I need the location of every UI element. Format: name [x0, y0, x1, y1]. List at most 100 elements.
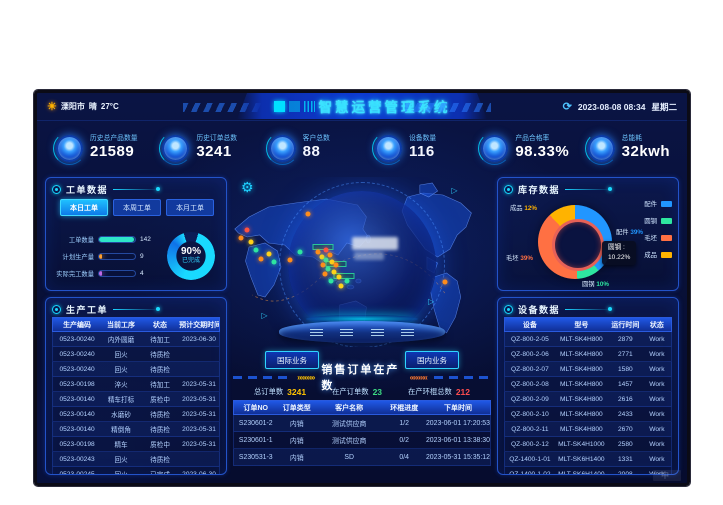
table-row: QZ-800-2-11 MLT-SK4H800 2670 Work — [504, 422, 672, 437]
cell-hours: 2771 — [618, 350, 633, 358]
stat-label: 总订单数 — [253, 386, 284, 396]
arrows-right-icon: »»»»» — [297, 372, 315, 382]
kpi-orb-icon — [478, 131, 512, 165]
orders-table-header: 订单NO 订单类型 客户名称 环棍进度 下单时间 — [233, 400, 491, 415]
cell-status: Work — [649, 440, 665, 448]
gauge-percent: 90% — [180, 246, 201, 258]
work-order-bars: 工单数量 142 计划生产量 9 — [52, 235, 156, 278]
cell-status: 质检中 — [150, 397, 170, 404]
cell-model: MLT-SK4H800 — [559, 395, 603, 403]
cell-order-no: S230601-2 — [238, 419, 273, 427]
panel-title: 设备数据 — [518, 304, 561, 315]
sales-stats: 总订单数 3241 在产订单数 23 在产环棍总数 212 — [233, 385, 491, 398]
header-stripes-left — [183, 103, 269, 112]
table-row: 0523-00240 内外圆磨 待加工 2023-06-30 — [52, 332, 220, 347]
map-marker — [327, 252, 333, 258]
cell-progress: 1/2 — [399, 419, 409, 427]
kpi-orb-icon — [265, 131, 299, 165]
kpi-label: 历史总产品数量 — [90, 135, 138, 143]
table-row: QZ-800-2-07 MLT-SK4H800 1580 Work — [504, 362, 672, 377]
table-row: QZ-1400-1-01 MLT-SK6H1400 1331 Work — [504, 452, 672, 467]
panel-devices: 设备数据 设备 型号 运行时间 状态 QZ-800-2-05 — [497, 297, 679, 475]
table-row: 0523-00243 回火 待质检 — [52, 452, 220, 467]
cell-status: Work — [649, 410, 665, 418]
refresh-icon[interactable]: ⟳ — [562, 101, 572, 113]
cell-device-code: QZ-800-2-11 — [511, 425, 549, 433]
cell-order-no: S230601-1 — [238, 436, 273, 444]
cell-device-code: QZ-800-2-07 — [511, 365, 549, 373]
cell-order-time: 2023-06-01 13:38:30 — [425, 436, 490, 444]
map-marker — [442, 279, 448, 285]
map-marker — [323, 257, 329, 263]
banner-block-icon — [274, 101, 285, 112]
domestic-business-button[interactable]: 国内业务 — [405, 351, 459, 369]
cell-status: 待质检 — [150, 352, 170, 359]
cell-model: MLT-SK4H800 — [559, 380, 603, 388]
gauge-caption: 已完成 — [181, 258, 200, 265]
cell-model: MLT-SK4H1000 — [558, 440, 605, 448]
stat-item: 在产环棍总数 212 — [408, 387, 470, 397]
bar-label: 工单数量 — [68, 236, 94, 244]
panel-bullet-icon — [52, 304, 61, 314]
tab-today[interactable]: 本日工单 — [60, 199, 108, 216]
cell-customer: 测试供应商 — [331, 438, 367, 445]
kpi-orb-icon — [584, 131, 618, 165]
cell-model: MLT-SK6H1400 — [558, 470, 605, 475]
legend-chip — [661, 200, 672, 207]
cell-due: 2023-05-31 — [182, 440, 216, 448]
header-stripes-right — [405, 103, 491, 112]
table-row: 0523-00198 淬火 待加工 2023-05-31 — [52, 377, 220, 392]
table-row: 0523-00140 精车打标 质检中 2023-05-31 — [52, 392, 220, 407]
map-marker — [305, 211, 311, 217]
tab-week[interactable]: 本周工单 — [113, 199, 161, 216]
right-column: 库存数据 圆钢 : 10.22% 配件 — [497, 177, 679, 475]
international-business-button[interactable]: 国际业务 — [265, 351, 319, 369]
kpi-row: 历史总产品数量 21589 历史订单总数 3241 客户总数 — [37, 121, 687, 175]
cell-status: 待质检 — [150, 457, 170, 464]
weather-condition: 晴 — [88, 102, 97, 111]
cell-order-time: 2023-05-31 15:35:12 — [425, 453, 490, 461]
cell-order-type: 内销 — [289, 438, 304, 445]
stat-value: 3241 — [287, 386, 307, 397]
tab-month[interactable]: 本月工单 — [166, 199, 214, 216]
stat-value: 23 — [372, 386, 383, 397]
kpi-value: 98.33% — [515, 143, 570, 161]
cell-device-code: QZ-800-2-12 — [511, 440, 549, 448]
triangle-marker-icon: ▷ — [261, 310, 268, 320]
table-row: S230601-1 内销 测试供应商 0/2 2023-06-01 13:38:… — [233, 432, 491, 449]
kpi-orb-icon — [53, 131, 86, 165]
cell-hours: 1457 — [618, 380, 633, 388]
map-marker — [271, 259, 277, 265]
kpi-value: 116 — [408, 143, 435, 161]
table-row: 0523-00240 回火 待质检 — [52, 362, 220, 377]
stat-item: 在产订单数 23 — [332, 387, 382, 397]
map-marker — [297, 249, 303, 255]
panel-title-line — [113, 307, 161, 311]
dash-decoration — [433, 375, 491, 379]
gear-icon[interactable]: ⚙ — [241, 179, 254, 195]
pedestal-base — [279, 321, 445, 343]
cell-process: 回火 — [114, 457, 128, 464]
cell-code: 0523-00140 — [59, 395, 95, 403]
cell-due: 2023-05-31 — [182, 380, 216, 388]
cell-hours: 1580 — [618, 365, 633, 373]
map-marker — [333, 262, 339, 268]
map-marker — [344, 278, 350, 284]
blurred-label — [354, 251, 385, 260]
cell-due: 2023-05-31 — [182, 410, 216, 418]
panel-bullet-icon — [504, 304, 513, 314]
table-row: QZ-1400-1-02 MLT-SK6H1400 2008 Work — [504, 467, 672, 475]
cell-code: 0523-00240 — [59, 365, 95, 373]
cell-status: Work — [649, 365, 665, 373]
legend-item: 圆钢 — [644, 216, 672, 225]
panel-title: 工单数据 — [66, 184, 109, 195]
cell-code: 0523-00243 — [59, 455, 95, 463]
cell-process: 水磨砂 — [111, 412, 131, 419]
panel-title-line — [113, 187, 161, 191]
table-row: QZ-800-2-10 MLT-SK4H800 2433 Work — [504, 407, 672, 422]
cell-code: 0523-00140 — [59, 410, 95, 418]
table-row: 0523-00240 回火 待质检 — [52, 347, 220, 362]
production-table-rows: 0523-00240 内外圆磨 待加工 2023-06-30 0523-0024… — [52, 332, 220, 474]
bar-fill — [99, 270, 102, 276]
cell-status: 已完成 — [141, 469, 179, 474]
